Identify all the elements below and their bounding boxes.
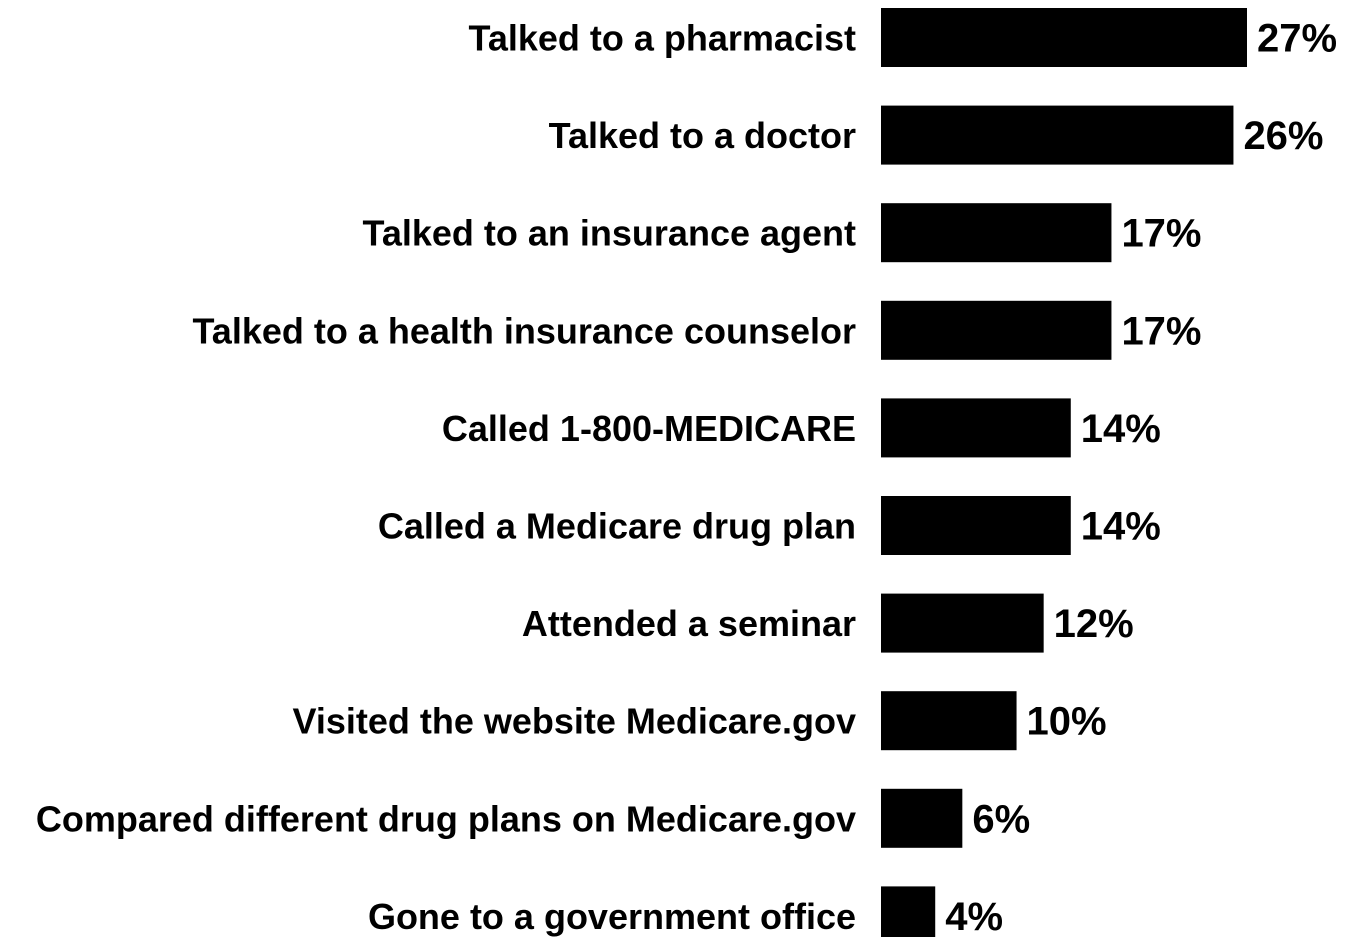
category-labels-group: Talked to a pharmacist Talked to a doctor… <box>36 18 856 937</box>
bar <box>881 8 1247 67</box>
value-label: 17% <box>1121 309 1201 353</box>
bar <box>881 886 936 937</box>
bar <box>881 300 1112 360</box>
bar <box>881 788 963 848</box>
category-label: Attended a seminar <box>522 603 856 644</box>
value-label: 14% <box>1081 505 1161 549</box>
bar <box>881 398 1071 458</box>
category-label: Visited the website Medicare.gov <box>292 701 856 742</box>
bar <box>881 691 1017 751</box>
category-label: Gone to a government office <box>368 896 856 937</box>
value-label: 6% <box>972 797 1030 841</box>
value-label: 17% <box>1121 212 1201 256</box>
value-label: 14% <box>1081 407 1161 451</box>
category-label: Talked to a doctor <box>549 115 856 156</box>
value-label: 10% <box>1027 700 1107 744</box>
value-label: 12% <box>1054 602 1134 646</box>
bars-group <box>881 8 1247 937</box>
category-label: Called a Medicare drug plan <box>378 506 856 547</box>
category-label: Talked to a pharmacist <box>469 18 856 59</box>
bar <box>881 593 1044 653</box>
value-label: 27% <box>1257 17 1337 61</box>
bar <box>881 203 1112 263</box>
category-label: Called 1-800-MEDICARE <box>442 408 856 449</box>
bar <box>881 105 1234 165</box>
value-labels-group: 27% 26% 17% 17% 14% 14% 12% 10% 6% 4% <box>945 17 1337 937</box>
value-label: 26% <box>1243 114 1323 158</box>
category-label: Talked to an insurance agent <box>363 213 856 254</box>
value-label: 4% <box>945 895 1003 937</box>
category-label: Talked to a health insurance counselor <box>192 310 856 351</box>
category-label: Compared different drug plans on Medicar… <box>36 798 856 839</box>
bar <box>881 496 1071 555</box>
